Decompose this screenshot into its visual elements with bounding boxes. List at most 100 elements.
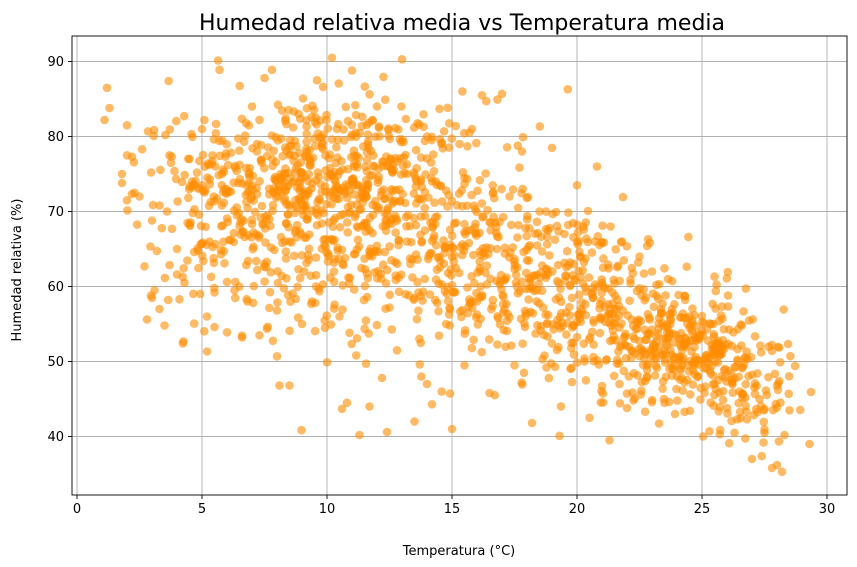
- data-point: [690, 369, 699, 379]
- data-point: [325, 150, 335, 159]
- data-point: [445, 304, 455, 314]
- data-point: [741, 379, 750, 389]
- data-point: [416, 175, 426, 184]
- data-point: [473, 186, 482, 196]
- data-point: [460, 179, 469, 189]
- data-point: [132, 220, 142, 229]
- data-point: [122, 196, 132, 205]
- data-point: [296, 167, 306, 177]
- data-point: [389, 165, 399, 175]
- data-point: [202, 347, 212, 356]
- data-point: [341, 102, 351, 112]
- data-point: [172, 116, 181, 126]
- data-point: [397, 102, 406, 111]
- data-point: [388, 199, 398, 208]
- data-point: [230, 286, 239, 295]
- data-point: [796, 405, 805, 415]
- data-point: [690, 360, 699, 370]
- data-point: [686, 390, 695, 399]
- data-point: [281, 254, 291, 263]
- data-point: [733, 355, 742, 365]
- data-point: [447, 424, 457, 434]
- data-point: [295, 273, 305, 283]
- data-point: [265, 287, 275, 297]
- data-point: [323, 173, 332, 182]
- data-point: [513, 289, 523, 298]
- data-point: [734, 372, 743, 382]
- data-point: [579, 258, 589, 267]
- data-point: [520, 306, 530, 316]
- data-point: [563, 318, 572, 328]
- data-point: [450, 219, 459, 228]
- data-point: [652, 332, 661, 342]
- data-point: [252, 265, 262, 275]
- data-point: [366, 248, 375, 258]
- data-point: [777, 467, 787, 477]
- data-point: [409, 189, 419, 198]
- data-point: [223, 160, 233, 170]
- data-point: [475, 266, 485, 276]
- data-point: [627, 353, 636, 363]
- data-point: [220, 259, 229, 268]
- plot-frame: [71, 35, 848, 496]
- data-point: [184, 193, 193, 203]
- data-point: [555, 312, 565, 322]
- data-point: [257, 201, 267, 211]
- data-point: [417, 237, 427, 246]
- data-point: [252, 147, 262, 156]
- data-point: [430, 198, 439, 207]
- data-point: [326, 273, 335, 282]
- data-point: [293, 313, 303, 322]
- data-point: [385, 134, 395, 144]
- data-point: [465, 295, 474, 304]
- data-point: [610, 304, 619, 314]
- data-point: [360, 82, 370, 91]
- data-point: [349, 146, 359, 155]
- data-point: [520, 322, 530, 332]
- data-point: [604, 284, 613, 293]
- data-point: [302, 122, 311, 131]
- data-point: [597, 288, 607, 298]
- data-point: [538, 354, 547, 364]
- data-point: [381, 216, 390, 225]
- data-point: [451, 121, 461, 131]
- data-point: [806, 387, 816, 397]
- data-point: [718, 335, 728, 345]
- data-point: [673, 396, 682, 405]
- data-point: [436, 255, 445, 265]
- data-point: [368, 116, 378, 125]
- data-point: [517, 277, 526, 286]
- data-point: [255, 115, 264, 125]
- data-point: [760, 428, 769, 438]
- data-point: [311, 253, 321, 262]
- data-point: [774, 343, 784, 352]
- data-point: [330, 175, 339, 184]
- data-point: [402, 222, 411, 231]
- data-point: [597, 238, 606, 248]
- grid: [72, 36, 847, 495]
- data-point: [572, 358, 582, 367]
- data-point: [365, 402, 374, 411]
- data-point: [563, 85, 573, 94]
- data-point: [196, 221, 206, 231]
- data-point: [702, 350, 711, 360]
- data-point: [117, 178, 127, 188]
- data-point: [261, 216, 271, 225]
- data-point: [341, 180, 351, 189]
- data-point: [779, 305, 788, 314]
- data-point: [481, 169, 491, 178]
- data-point: [351, 351, 361, 360]
- data-point: [318, 82, 328, 92]
- data-point: [780, 430, 789, 440]
- data-point: [351, 128, 361, 137]
- data-point: [360, 281, 370, 291]
- data-point: [572, 332, 582, 342]
- data-point: [349, 181, 359, 190]
- data-point: [529, 286, 539, 296]
- data-point: [247, 233, 256, 242]
- data-point: [172, 244, 182, 254]
- data-point: [229, 178, 239, 187]
- data-point: [714, 388, 724, 398]
- data-point: [580, 357, 589, 366]
- data-point: [488, 189, 498, 198]
